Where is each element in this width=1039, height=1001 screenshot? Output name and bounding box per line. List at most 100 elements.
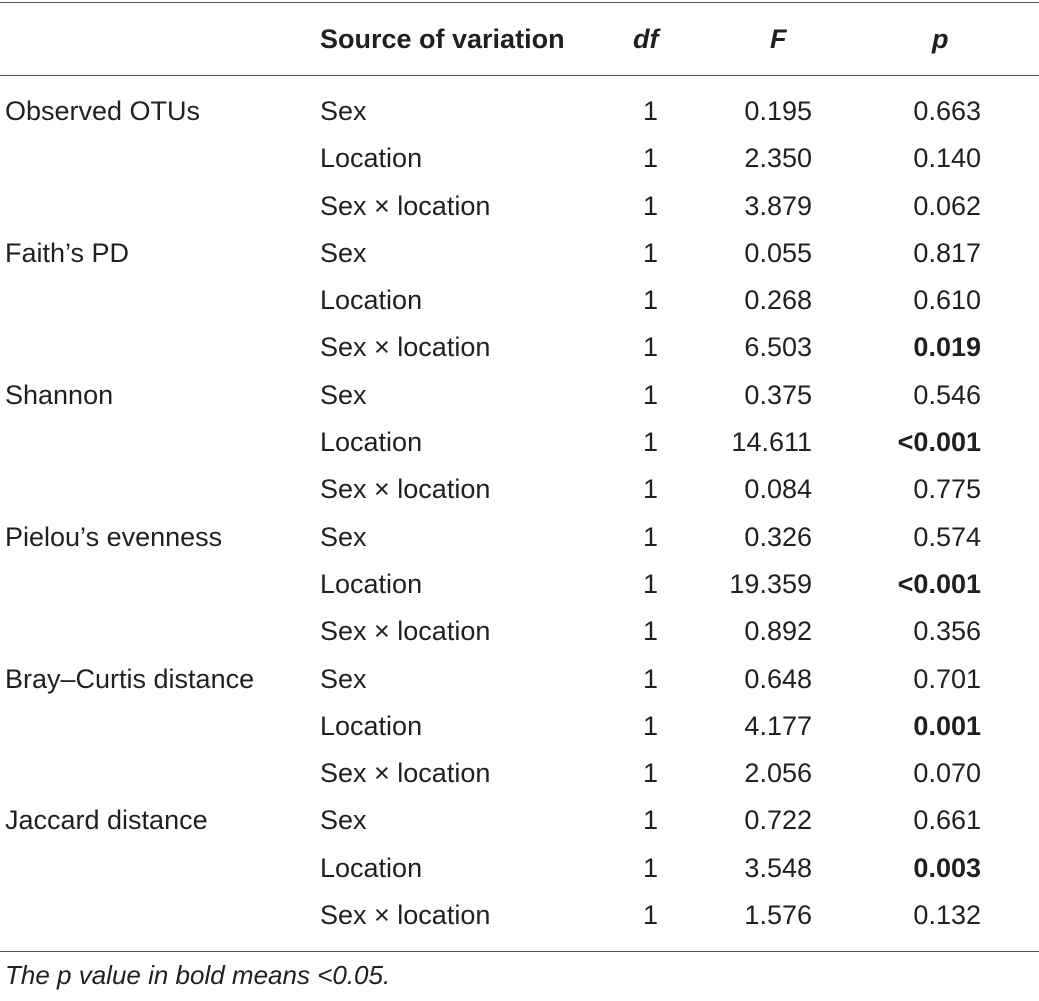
cell-f-value: 2.350 (744, 143, 812, 174)
header-p: p (932, 24, 949, 54)
cell-df: 1 (642, 190, 658, 221)
cell-measure: Jaccard distance (5, 805, 208, 836)
table-row: Sex × location 1 1.576 0.132 (0, 892, 1039, 939)
cell-measure: Faith’s PD (5, 237, 130, 268)
cell-p-value: 0.546 (913, 379, 981, 410)
table-header-row: Source of variation df F p (0, 20, 1039, 64)
cell-measure: Observed OTUs (5, 96, 201, 126)
cell-df: 1 (642, 96, 658, 126)
cell-source-of-variation: Location (320, 143, 423, 174)
cell-p-value: 0.775 (913, 474, 981, 505)
cell-source-of-variation: Sex × location (320, 616, 491, 647)
cell-source-of-variation: Sex (320, 237, 367, 268)
cell-source-of-variation: Sex × location (320, 900, 491, 931)
cell-p-value: <0.001 (897, 427, 981, 458)
cell-p-value: 0.663 (913, 96, 981, 126)
cell-p-value: 0.001 (913, 710, 981, 741)
cell-p-value: 0.132 (913, 900, 981, 931)
cell-f-value: 0.326 (744, 521, 812, 552)
table-footnote: The p value in bold means <0.05. (5, 960, 391, 990)
table-top-rule (0, 2, 1039, 3)
cell-source-of-variation: Location (320, 285, 423, 316)
cell-f-value: 19.359 (729, 568, 812, 599)
cell-f-value: 0.268 (744, 285, 812, 316)
header-df: df (633, 24, 659, 54)
cell-df: 1 (642, 663, 658, 694)
cell-measure: Pielou’s evenness (5, 521, 223, 552)
cell-f-value: 0.722 (744, 805, 812, 836)
cell-df: 1 (642, 379, 658, 410)
table-header-rule (0, 75, 1039, 76)
cell-source-of-variation: Location (320, 427, 423, 458)
cell-f-value: 0.648 (744, 663, 812, 694)
table-row: Location 1 14.611 <0.001 (0, 419, 1039, 466)
cell-measure: Shannon (5, 379, 114, 410)
cell-df: 1 (642, 285, 658, 316)
table-row: Sex × location 1 0.892 0.356 (0, 608, 1039, 655)
table-row: Jaccard distance Sex 1 0.722 0.661 (0, 797, 1039, 844)
table-row: Observed OTUs Sex 1 0.195 0.663 (0, 88, 1039, 135)
cell-df: 1 (642, 143, 658, 174)
table-row: Faith’s PD Sex 1 0.055 0.817 (0, 230, 1039, 277)
cell-p-value: 0.661 (913, 805, 981, 836)
table-row: Sex × location 1 6.503 0.019 (0, 324, 1039, 371)
cell-df: 1 (642, 852, 658, 883)
cell-p-value: 0.070 (913, 758, 981, 789)
table-row: Location 1 2.350 0.140 (0, 135, 1039, 182)
cell-source-of-variation: Sex (320, 521, 367, 552)
table-row: Sex × location 1 3.879 0.062 (0, 183, 1039, 230)
table-row: Sex × location 1 0.084 0.775 (0, 466, 1039, 513)
cell-f-value: 0.375 (744, 379, 812, 410)
cell-source-of-variation: Sex × location (320, 332, 491, 363)
cell-source-of-variation: Sex × location (320, 474, 491, 505)
cell-source-of-variation: Location (320, 852, 423, 883)
cell-p-value: 0.610 (913, 285, 981, 316)
cell-f-value: 3.879 (744, 190, 812, 221)
cell-p-value: 0.019 (913, 332, 981, 363)
cell-p-value: 0.140 (913, 143, 981, 174)
cell-f-value: 1.576 (744, 900, 812, 931)
cell-measure: Bray–Curtis distance (5, 663, 255, 694)
header-source-of-variation: Source of variation (320, 24, 565, 54)
cell-source-of-variation: Location (320, 710, 423, 741)
cell-source-of-variation: Sex (320, 805, 367, 836)
cell-p-value: 0.062 (913, 190, 981, 221)
table-row: Location 1 19.359 <0.001 (0, 561, 1039, 608)
cell-source-of-variation: Sex (320, 96, 367, 126)
cell-df: 1 (642, 427, 658, 458)
cell-f-value: 14.611 (731, 427, 812, 458)
cell-df: 1 (642, 900, 658, 931)
cell-source-of-variation: Location (320, 568, 423, 599)
table-row: Location 1 4.177 0.001 (0, 703, 1039, 750)
table-row: Location 1 0.268 0.610 (0, 277, 1039, 324)
cell-f-value: 0.195 (744, 96, 812, 126)
cell-f-value: 0.084 (744, 474, 812, 505)
cell-f-value: 2.056 (744, 758, 812, 789)
table-body: Observed OTUs Sex 1 0.195 0.663 Location 1 2.35… (0, 88, 1039, 939)
cell-p-value: 0.356 (913, 616, 981, 647)
table-row: Bray–Curtis distance Sex 1 0.648 0.701 (0, 656, 1039, 703)
cell-f-value: 6.503 (744, 332, 812, 363)
table-row: Pielou’s evenness Sex 1 0.326 0.574 (0, 514, 1039, 561)
cell-p-value: 0.701 (913, 663, 981, 694)
cell-f-value: 0.892 (744, 616, 812, 647)
cell-f-value: 4.177 (744, 710, 812, 741)
cell-p-value: <0.001 (897, 568, 981, 599)
cell-p-value: 0.574 (913, 521, 981, 552)
cell-source-of-variation: Sex × location (320, 190, 491, 221)
table-row: Sex × location 1 2.056 0.070 (0, 750, 1039, 797)
cell-source-of-variation: Sex (320, 379, 367, 410)
cell-df: 1 (642, 805, 658, 836)
table-bottom-rule (0, 951, 1039, 952)
table-row: Location 1 3.548 0.003 (0, 845, 1039, 892)
header-f: F (770, 24, 787, 54)
cell-p-value: 0.817 (913, 237, 981, 268)
cell-df: 1 (642, 616, 658, 647)
cell-source-of-variation: Sex × location (320, 758, 491, 789)
cell-df: 1 (642, 568, 658, 599)
cell-p-value: 0.003 (913, 852, 981, 883)
cell-df: 1 (642, 237, 658, 268)
cell-df: 1 (642, 710, 658, 741)
cell-f-value: 3.548 (744, 852, 812, 883)
cell-df: 1 (642, 521, 658, 552)
